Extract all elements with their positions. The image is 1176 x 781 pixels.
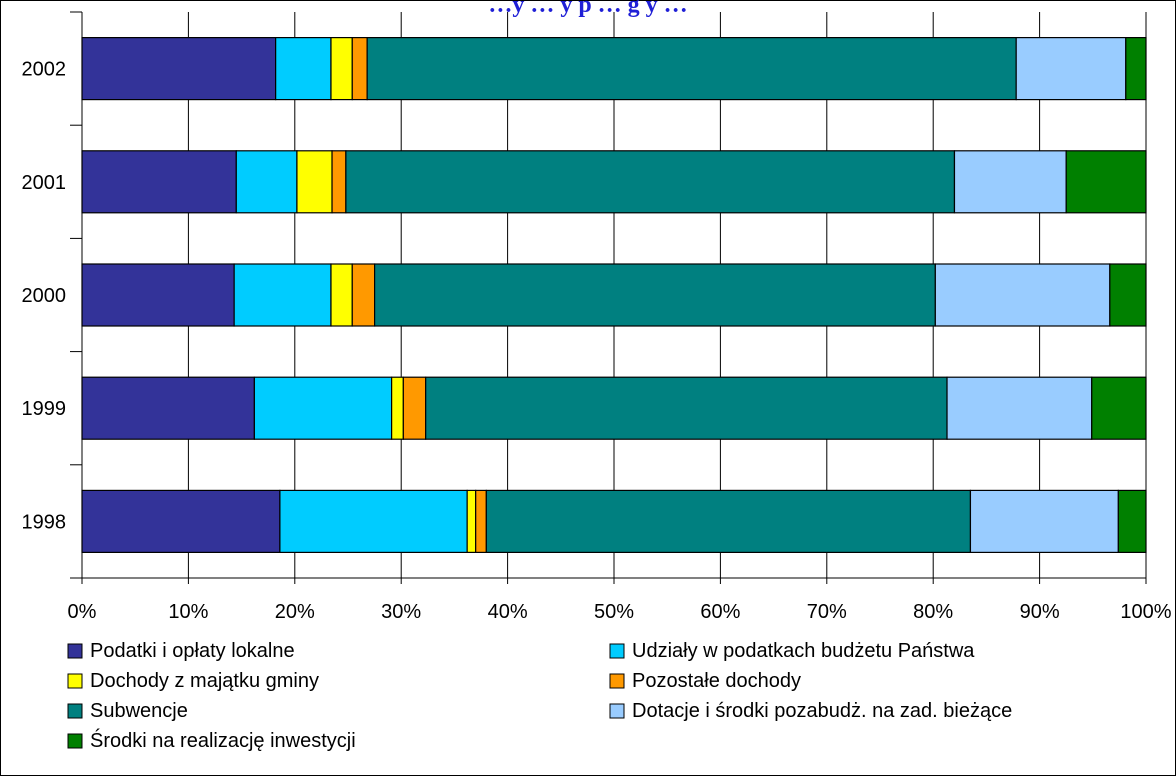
- bar-segment: [296, 150, 333, 214]
- bar-segment: [330, 36, 353, 101]
- x-tick-label: 60%: [700, 601, 740, 623]
- legend-swatch: [609, 673, 625, 689]
- legend-swatch: [67, 733, 83, 749]
- bar-segment: [81, 150, 237, 214]
- bar-segment: [351, 263, 376, 327]
- legend-label: Dochody z majątku gminy: [90, 670, 319, 692]
- legend-swatch: [67, 703, 83, 719]
- bar-segment: [235, 150, 298, 214]
- legend-label: Podatki i opłaty lokalne: [90, 640, 295, 662]
- bar-segment: [81, 263, 235, 327]
- bar-segment: [279, 489, 468, 553]
- bar-segment: [366, 36, 1017, 101]
- bar-segment: [345, 150, 956, 214]
- x-tick-label: 30%: [381, 601, 421, 623]
- legend-swatch: [609, 703, 625, 719]
- bar-segment: [330, 263, 353, 327]
- bar-segment: [233, 263, 332, 327]
- bar-segment: [969, 489, 1119, 553]
- legend-label: Pozostałe dochody: [632, 670, 801, 692]
- bar-segment: [946, 376, 1093, 440]
- bar-segment: [81, 36, 277, 101]
- x-tick-label: 50%: [594, 601, 634, 623]
- bar-segment: [253, 376, 393, 440]
- y-tick-label: 2000: [22, 285, 67, 307]
- bar-segment: [374, 263, 936, 327]
- bar-segment: [485, 489, 972, 553]
- bar-segment: [81, 376, 255, 440]
- x-tick-label: 10%: [168, 601, 208, 623]
- bar-segment: [1109, 263, 1147, 327]
- legend-swatch: [609, 643, 625, 659]
- bar-segment: [402, 376, 427, 440]
- bar-segment: [953, 150, 1067, 214]
- legend-label: Subwencje: [90, 700, 188, 722]
- x-tick-label: 40%: [488, 601, 528, 623]
- x-tick-label: 70%: [807, 601, 847, 623]
- bar-segment: [466, 489, 477, 553]
- bar-segment: [81, 489, 281, 553]
- bar-segment: [1091, 376, 1147, 440]
- bar-segment: [1065, 150, 1147, 214]
- y-tick-label: 2002: [22, 59, 67, 81]
- x-tick-label: 0%: [68, 601, 97, 623]
- bar-segment: [1117, 489, 1147, 553]
- x-tick-label: 90%: [1020, 601, 1060, 623]
- bar-segment: [475, 489, 487, 553]
- legend-swatch: [67, 643, 83, 659]
- x-tick-label: 20%: [275, 601, 315, 623]
- bar-segment: [1015, 36, 1127, 101]
- legend-swatch: [67, 673, 83, 689]
- y-tick-label: 2001: [22, 172, 67, 194]
- bar-segment: [275, 36, 332, 101]
- legend-label: Dotacje i środki pozabudż. na zad. bieżą…: [632, 700, 1012, 722]
- x-tick-label: 80%: [913, 601, 953, 623]
- x-tick-label: 100%: [1120, 601, 1171, 623]
- y-tick-label: 1998: [22, 511, 67, 533]
- y-tick-label: 1999: [22, 398, 67, 420]
- legend-label: Środki na realizację inwestycji: [90, 728, 356, 752]
- bar-segment: [331, 150, 347, 214]
- bar-segment: [425, 376, 948, 440]
- bar-segment: [351, 36, 368, 101]
- chart-title: …y … y p … g y …: [488, 0, 687, 18]
- legend-label: Udziały w podatkach budżetu Państwa: [632, 640, 975, 662]
- bar-segment: [1125, 36, 1147, 101]
- bar-segment: [391, 376, 404, 440]
- bar-segment: [934, 263, 1111, 327]
